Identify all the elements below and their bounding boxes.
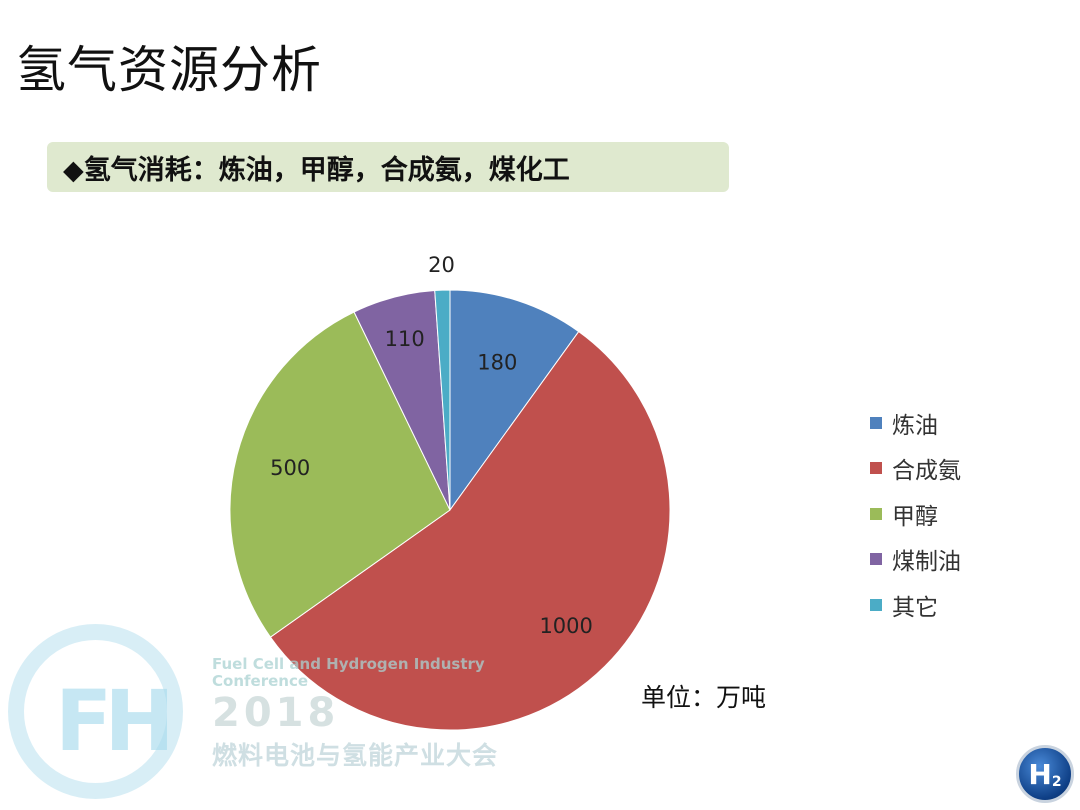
pie-slice-3 <box>229 311 451 638</box>
subtitle-banner: ◆氢气消耗：炼油，甲醇，合成氨，煤化工 <box>47 142 729 192</box>
h2-logo-letter: H <box>1028 757 1052 791</box>
chart-legend: 炼油合成氨甲醇煤制油其它 <box>870 400 961 628</box>
h2-logo-subscript: 2 <box>1051 774 1062 790</box>
legend-swatch-3 <box>870 507 882 520</box>
legend-label-2: 合成氨 <box>892 458 961 485</box>
unit-label: 单位：万吨 <box>641 683 767 712</box>
legend-item-2: 合成氨 <box>870 446 961 492</box>
legend-swatch-4 <box>870 553 882 566</box>
legend-label-3: 甲醇 <box>892 503 938 530</box>
legend-swatch-5 <box>870 598 882 611</box>
pie-value-label-5: 20 <box>428 253 455 277</box>
page-title: 氢气资源分析 <box>16 41 322 99</box>
pie-slice-1 <box>449 289 580 512</box>
legend-item-5: 其它 <box>870 582 961 628</box>
pie-slice-2 <box>269 330 671 731</box>
legend-item-3: 甲醇 <box>870 491 961 537</box>
subtitle-text: ◆氢气消耗：炼油，甲醇，合成氨，煤化工 <box>63 154 570 186</box>
legend-swatch-1 <box>870 416 882 429</box>
legend-label-4: 煤制油 <box>892 549 961 576</box>
legend-item-1: 炼油 <box>870 400 961 446</box>
pie-value-label-1: 180 <box>477 350 517 374</box>
pie-value-label-4: 110 <box>385 327 425 351</box>
pie-value-label-2: 1000 <box>539 614 592 638</box>
legend-label-5: 其它 <box>892 594 938 621</box>
pie-slice-5 <box>434 289 451 511</box>
legend-swatch-2 <box>870 462 882 475</box>
legend-label-1: 炼油 <box>892 412 938 439</box>
pie-value-label-3: 500 <box>270 456 310 480</box>
legend-item-4: 煤制油 <box>870 537 961 583</box>
